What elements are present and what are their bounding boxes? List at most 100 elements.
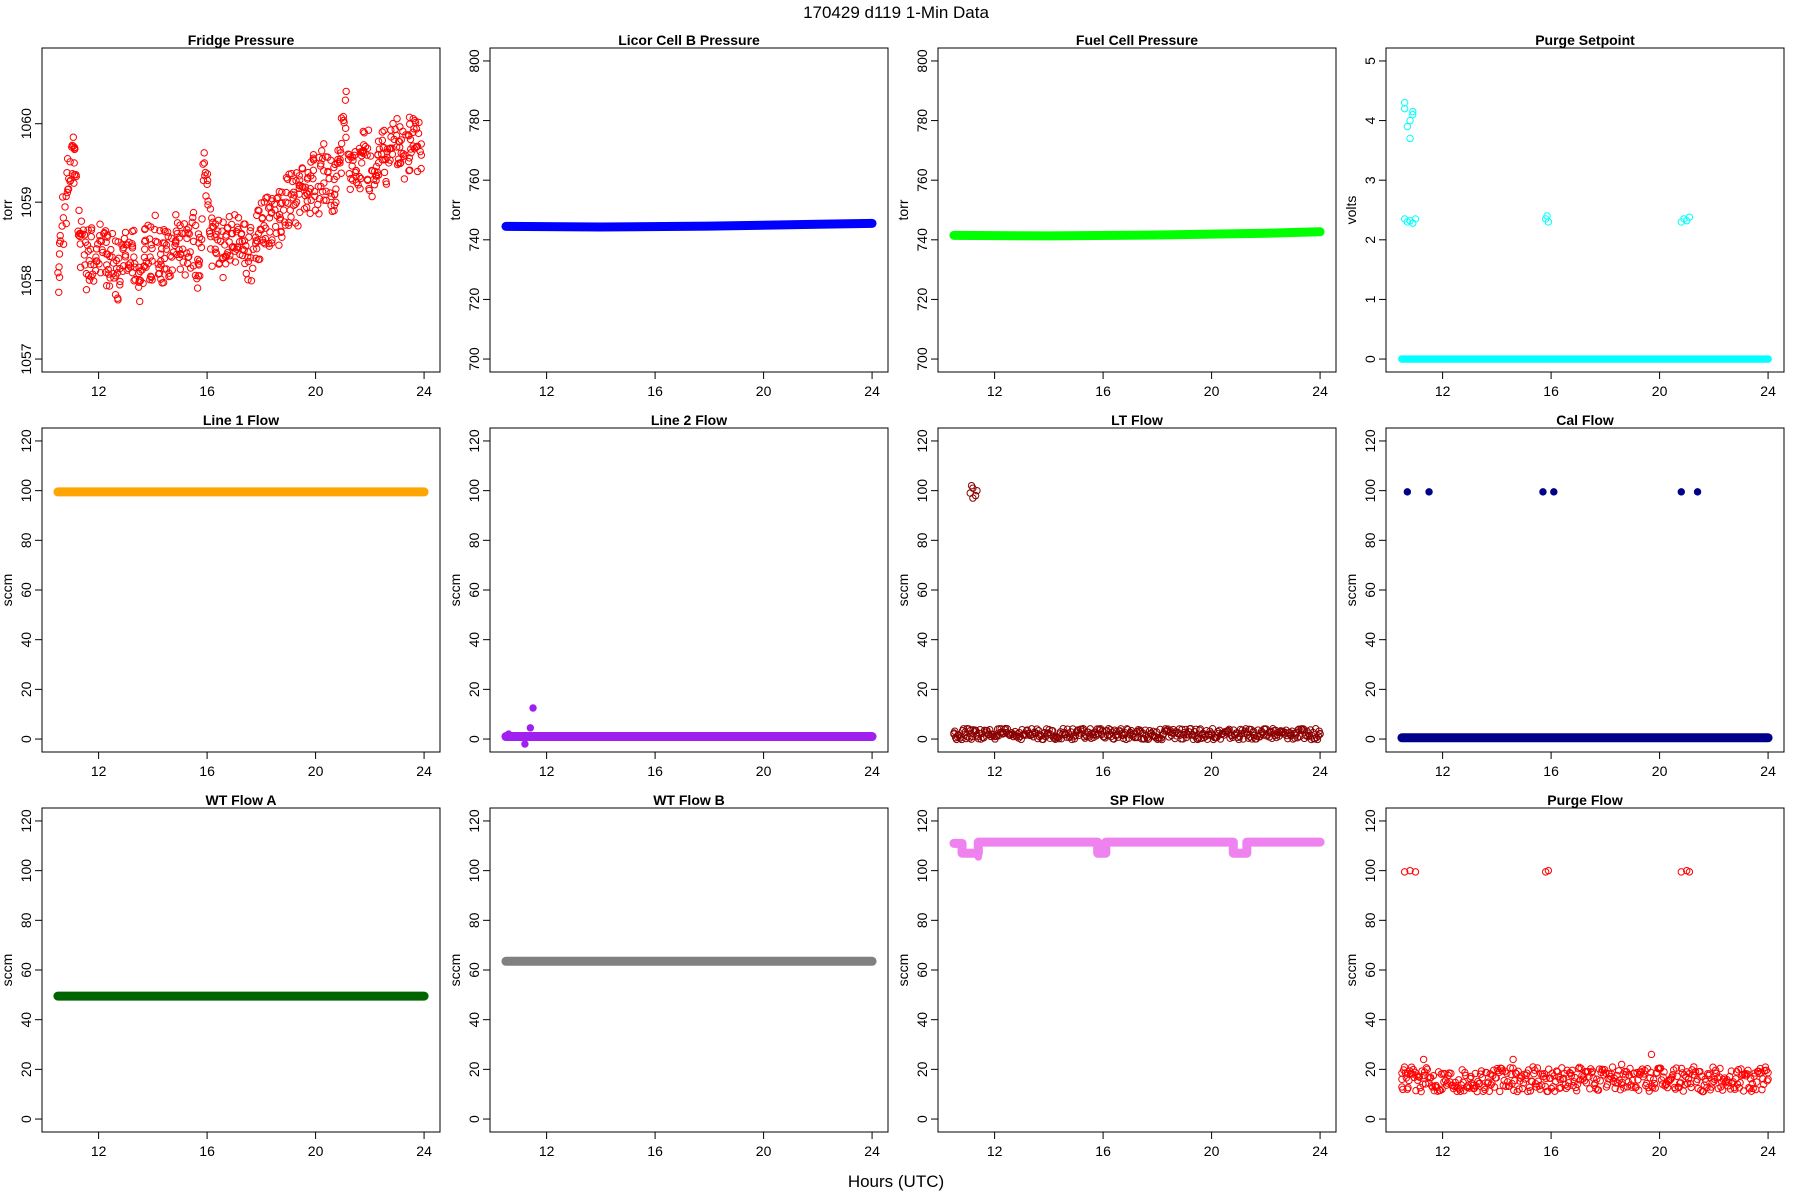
data-point	[88, 270, 97, 278]
data-point	[348, 176, 357, 184]
data-point	[973, 486, 981, 495]
data-point	[383, 145, 392, 153]
y-axis-label: torr	[0, 199, 15, 220]
y-tick-label: 800	[914, 49, 930, 73]
data-point	[77, 217, 86, 225]
x-tick-label: 20	[1652, 763, 1668, 779]
y-axis-label: volts	[1343, 196, 1359, 225]
data-point	[1744, 1066, 1752, 1075]
y-tick-label: 80	[18, 532, 34, 548]
y-tick-label: 60	[466, 582, 482, 598]
data-point	[1179, 735, 1187, 743]
data-point	[1764, 1068, 1772, 1077]
data-point	[186, 248, 194, 256]
data-point	[306, 209, 314, 218]
data-point	[337, 139, 346, 148]
data-point	[346, 185, 354, 193]
data-point	[1033, 725, 1041, 733]
data-point	[361, 142, 370, 151]
data-point	[62, 219, 70, 228]
data-point	[1651, 1084, 1660, 1092]
y-tick-label: 60	[18, 962, 34, 978]
data-point	[193, 284, 202, 292]
y-tick-label: 100	[1362, 859, 1378, 883]
y-tick-label: 40	[466, 1012, 482, 1028]
panel-title: Cal Flow	[1556, 412, 1614, 428]
data-point	[1596, 1077, 1604, 1085]
data-point	[222, 251, 231, 259]
plot-frame	[41, 807, 441, 1133]
x-tick-label: 24	[1312, 1143, 1328, 1159]
y-axis-label: sccm	[1343, 954, 1359, 987]
data-point	[294, 222, 302, 230]
data-point	[1190, 727, 1198, 736]
data-point	[245, 233, 253, 241]
y-tick-label: 20	[1362, 1061, 1378, 1077]
data-point	[1672, 1064, 1681, 1072]
data-point	[1727, 1067, 1736, 1075]
data-point	[221, 241, 229, 249]
data-point	[332, 198, 340, 207]
data-point	[183, 234, 191, 243]
data-point	[1244, 734, 1253, 742]
data-point	[1400, 104, 1409, 113]
x-tick-label: 24	[416, 1143, 432, 1159]
data-point	[146, 272, 155, 281]
data-point	[1406, 866, 1414, 875]
data-point	[268, 239, 276, 247]
data-point	[259, 238, 268, 247]
data-point	[244, 257, 253, 266]
data-point	[1764, 355, 1772, 363]
data-point	[189, 237, 198, 246]
x-tick-label: 12	[1435, 1143, 1451, 1159]
data-point	[417, 151, 426, 159]
data-point	[1759, 1075, 1767, 1083]
data-point	[148, 257, 156, 265]
y-axis-label: sccm	[1343, 574, 1359, 607]
data-point	[382, 155, 390, 164]
y-axis-label: sccm	[447, 954, 463, 987]
plot-frame	[41, 427, 441, 753]
x-tick-label: 12	[91, 763, 107, 779]
data-point	[105, 282, 114, 290]
panel-fridge-pressure: Fridge Pressure torr 12 16 20 24 1057 1058 1059 1…	[0, 32, 441, 399]
data-point	[1530, 1069, 1538, 1078]
y-tick-label: 1059	[18, 186, 34, 217]
data-point	[75, 206, 83, 215]
y-axis-label: sccm	[895, 954, 911, 987]
data-point	[55, 239, 64, 247]
data-point	[99, 248, 107, 257]
data-point	[1696, 1067, 1704, 1076]
data-point	[102, 238, 110, 246]
data-point	[200, 159, 209, 167]
data-point	[315, 194, 324, 203]
data-point	[393, 114, 401, 123]
data-point	[203, 170, 212, 178]
data-point	[195, 233, 204, 242]
data-point	[1564, 1082, 1572, 1091]
data-point	[299, 183, 307, 191]
data-point	[119, 267, 127, 275]
y-axis-label: sccm	[895, 574, 911, 607]
data-point	[92, 245, 101, 253]
data-point	[206, 205, 215, 213]
data-point	[1398, 1069, 1406, 1077]
data-point	[251, 233, 260, 241]
data-point	[189, 262, 198, 270]
y-tick-label: 20	[914, 1061, 930, 1077]
data-point	[189, 208, 198, 217]
y-axis-label: torr	[447, 199, 463, 220]
panel-licor-cell-b-pressure: Licor Cell B Pressure torr 12 16 20 24 700 720 7…	[447, 32, 889, 399]
data-point	[120, 234, 129, 243]
data-point	[96, 269, 105, 277]
data-point	[199, 176, 208, 185]
data-point	[70, 171, 79, 179]
y-tick-label: 0	[18, 735, 34, 743]
data-point	[279, 206, 288, 214]
data-point	[348, 162, 356, 170]
data-point	[1663, 1083, 1672, 1092]
panel-title: LT Flow	[1111, 412, 1163, 428]
data-point	[58, 193, 67, 201]
data-point	[211, 220, 220, 228]
data-point	[1496, 1087, 1504, 1096]
